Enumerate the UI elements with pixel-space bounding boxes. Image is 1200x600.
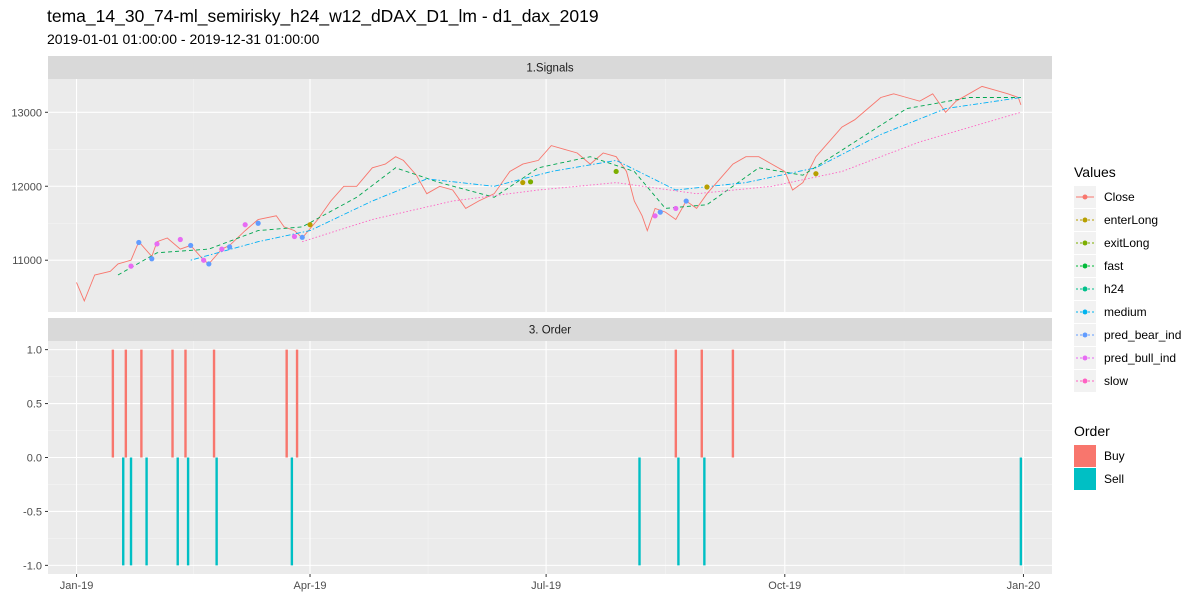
buy-bar xyxy=(285,349,288,458)
legend-label: Close xyxy=(1104,190,1135,204)
marker-pred-bull-ind xyxy=(673,205,679,212)
marker-pred-bear-ind xyxy=(206,261,212,267)
legend-key-point xyxy=(1082,355,1088,361)
x-tick-label: Jul-19 xyxy=(531,580,561,592)
panel-background xyxy=(48,79,1052,312)
legend-key-fill xyxy=(1074,445,1096,467)
marker-exitLong xyxy=(527,179,534,185)
y-tick-label: -1.0 xyxy=(23,560,42,572)
legend-key-point xyxy=(1082,378,1088,384)
series-line-slow xyxy=(302,111,1022,243)
legend-key-point xyxy=(1082,240,1088,246)
buy-bar xyxy=(171,349,174,458)
sell-bar xyxy=(145,457,148,566)
strip-background xyxy=(48,56,1052,79)
marker-enterLong xyxy=(520,179,526,186)
buy-bar xyxy=(700,349,703,458)
sell-bar xyxy=(122,457,125,566)
buy-bar xyxy=(674,349,678,458)
y-tick-label: 0.5 xyxy=(27,399,42,411)
marker-enterLong xyxy=(307,222,313,228)
legend-label: slow xyxy=(1104,374,1128,388)
series-line-fast xyxy=(117,97,1021,276)
legend-label: pred_bear_ind xyxy=(1104,328,1181,342)
y-tick-label: 11000 xyxy=(12,255,42,267)
marker-pred-bear-ind xyxy=(227,244,233,250)
y-tick-label: 1.0 xyxy=(27,345,42,357)
sell-bar xyxy=(129,457,133,566)
buy-bar xyxy=(295,349,299,458)
marker-pred-bear-ind xyxy=(149,256,155,262)
marker-pred-bull-ind xyxy=(652,213,658,219)
legend-label: fast xyxy=(1104,259,1124,273)
legend-label: Sell xyxy=(1104,472,1124,486)
sell-bar xyxy=(638,457,641,566)
buy-bar xyxy=(111,349,115,458)
sell-bar xyxy=(215,457,218,566)
x-tick-label: Oct-19 xyxy=(768,580,801,592)
sell-bar xyxy=(186,457,190,566)
buy-bar xyxy=(184,349,187,458)
x-tick-label: Jan-20 xyxy=(1007,580,1041,592)
legend-key-point xyxy=(1082,217,1088,223)
chart-subtitle: 2019-01-01 01:00:00 - 2019-12-31 01:00:0… xyxy=(47,31,320,47)
strip-background xyxy=(48,318,1052,341)
chart-title: tema_14_30_74-ml_semirisky_h24_w12_dDAX_… xyxy=(47,6,599,26)
buy-bar xyxy=(731,349,735,458)
buy-bar xyxy=(124,349,128,458)
buy-bar xyxy=(140,349,143,458)
legend-title-values: Values xyxy=(1074,164,1116,180)
marker-pred-bull-ind xyxy=(154,241,160,247)
legend-label: Buy xyxy=(1104,449,1125,463)
marker-pred-bear-ind xyxy=(136,239,142,246)
marker-pred-bear-ind xyxy=(299,234,305,240)
marker-enterLong xyxy=(704,184,710,190)
legend-key-fill xyxy=(1074,468,1096,490)
marker-pred-bear-ind xyxy=(188,242,194,249)
y-tick-label: 0.0 xyxy=(27,453,42,465)
legend-key-point xyxy=(1082,263,1088,269)
y-tick-label: 13000 xyxy=(11,107,42,119)
legend-title-order: Order xyxy=(1074,423,1110,439)
series-line-close xyxy=(76,85,1022,303)
legend-label: pred_bull_ind xyxy=(1104,351,1176,365)
marker-pred-bull-ind xyxy=(291,233,298,240)
sell-bar xyxy=(677,457,680,566)
x-tick-label: Apr-19 xyxy=(294,580,327,592)
marker-enterLong xyxy=(813,171,819,177)
legend-key-point xyxy=(1082,309,1088,315)
marker-pred-bull-ind xyxy=(201,257,207,263)
marker-pred-bull-ind xyxy=(177,236,183,243)
legend-key-point xyxy=(1082,332,1088,338)
marker-pred-bull-ind xyxy=(128,263,134,269)
legend-label: medium xyxy=(1104,305,1147,319)
sell-bar xyxy=(703,457,706,566)
y-tick-label: 12000 xyxy=(11,181,42,193)
legend-label: exitLong xyxy=(1104,236,1149,250)
legend-key-point xyxy=(1082,286,1088,292)
marker-exitLong xyxy=(613,168,619,175)
buy-bar xyxy=(212,349,216,458)
legend-label: enterLong xyxy=(1104,213,1158,227)
strip-label: 1.Signals xyxy=(526,63,574,75)
sell-bar xyxy=(1019,457,1023,566)
marker-pred-bear-ind xyxy=(657,209,663,215)
legend-key-point xyxy=(1082,194,1088,200)
sell-bar xyxy=(176,457,179,566)
x-tick-label: Jan-19 xyxy=(60,580,94,592)
y-tick-label: -0.5 xyxy=(23,506,42,518)
legend-label: h24 xyxy=(1104,282,1124,296)
marker-pred-bull-ind xyxy=(242,222,248,228)
marker-pred-bear-ind xyxy=(683,198,689,204)
strip-label: 3. Order xyxy=(529,325,571,337)
sell-bar xyxy=(290,457,294,566)
marker-pred-bull-ind xyxy=(219,246,225,252)
marker-pred-bear-ind xyxy=(255,220,261,226)
series-line-medium xyxy=(190,97,1021,261)
